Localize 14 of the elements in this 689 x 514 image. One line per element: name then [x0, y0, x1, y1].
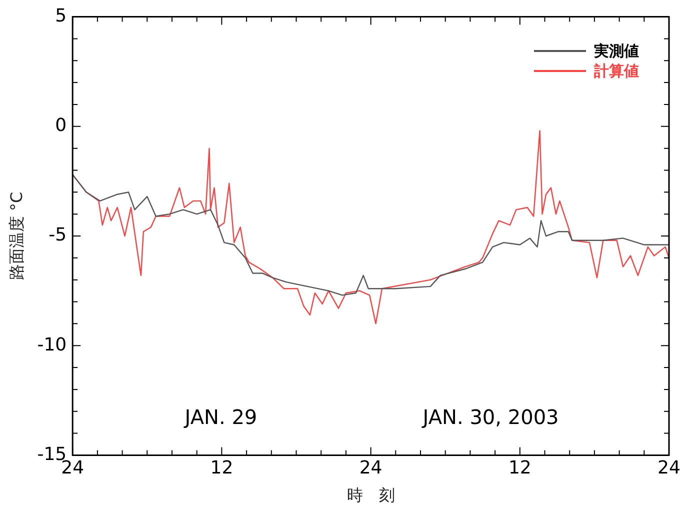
y-tick-label: -5	[48, 224, 67, 246]
x-tick-label: 12	[210, 458, 234, 479]
y-tick-label: 0	[55, 115, 67, 136]
annotation: JAN. 30, 2003	[422, 405, 559, 430]
x-tick-label: 24	[658, 458, 680, 479]
legend-label: 実測値	[594, 40, 639, 61]
annotation: JAN. 29	[184, 405, 258, 430]
x-axis-title: 時 刻	[346, 486, 395, 505]
y-tick-label: 5	[55, 5, 67, 26]
y-tick-label: -10	[37, 334, 67, 356]
y-axis-title: 路面温度 °C	[6, 192, 26, 280]
x-tick-label: 24	[359, 458, 382, 479]
legend-label: 計算値	[594, 60, 639, 81]
x-tick-label: 12	[508, 458, 532, 479]
